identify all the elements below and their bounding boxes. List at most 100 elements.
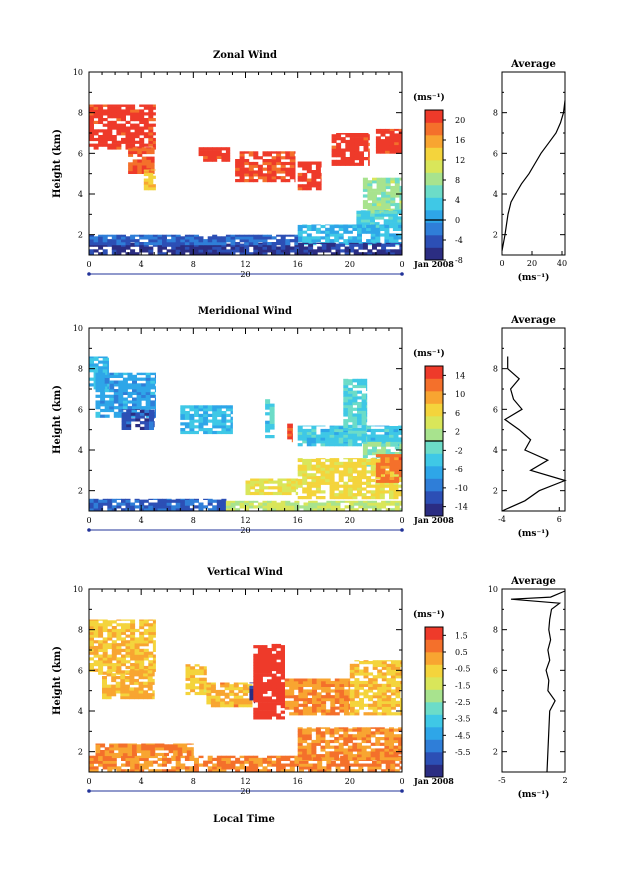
heatmap-cell: [262, 179, 268, 183]
heatmap-cell: [271, 685, 277, 689]
heatmap-cell: [370, 224, 376, 229]
heatmap-cell: [400, 686, 403, 690]
heatmap-cell: [247, 701, 253, 705]
heatmap-cell: [298, 703, 304, 707]
heatmap-cell: [122, 377, 128, 381]
heatmap-cell: [153, 421, 155, 425]
heatmap-cell: [347, 419, 353, 423]
heatmap-cell: [257, 679, 263, 683]
heatmap-cell: [315, 496, 321, 500]
heatmap-cell: [257, 676, 263, 680]
heatmap-cell: [385, 191, 391, 195]
heatmap-cell: [311, 745, 317, 749]
heatmap-cell: [152, 132, 156, 136]
heatmap-cell: [393, 428, 399, 433]
heatmap-cell: [253, 699, 259, 703]
heatmap-cell: [352, 436, 358, 440]
heatmap-cell: [111, 146, 117, 150]
heatmap-cell: [357, 461, 362, 465]
heatmap-cell: [145, 389, 151, 393]
heatmap-cell: [152, 690, 155, 694]
heatmap-cell: [394, 141, 400, 146]
heatmap-cell: [362, 202, 368, 207]
heatmap-cell: [148, 118, 154, 122]
heatmap-cell: [354, 695, 360, 699]
heatmap-cell: [357, 230, 362, 234]
heatmap-cell: [145, 743, 151, 745]
heatmap-cell: [230, 234, 236, 237]
heatmap-cell: [345, 157, 351, 161]
heatmap-cell: [345, 133, 351, 135]
heatmap-cell: [367, 505, 373, 509]
heatmap-cell: [152, 118, 156, 122]
heatmap-cell: [393, 493, 399, 497]
heatmap-cell: [109, 752, 115, 757]
heatmap-cell: [130, 106, 136, 110]
heatmap-cell: [139, 132, 145, 136]
heatmap-cell: [384, 437, 390, 441]
heatmap-cell: [102, 243, 108, 247]
heatmap-cell: [121, 426, 127, 430]
heatmap-cell: [271, 693, 277, 697]
heatmap-cell: [189, 499, 195, 503]
heatmap-cell: [262, 710, 268, 714]
heatmap-cell: [122, 386, 128, 390]
heatmap-cell: [381, 249, 387, 253]
heatmap-cell: [239, 179, 245, 183]
heatmap-cell: [145, 744, 151, 748]
x-tick-label: 12: [240, 777, 250, 786]
heatmap-cell: [359, 672, 364, 676]
heatmap-cell: [289, 769, 295, 773]
heatmap-cell: [109, 406, 115, 410]
heatmap-cell: [111, 673, 117, 677]
heatmap-cell: [381, 191, 387, 195]
heatmap-cell: [95, 400, 101, 404]
heatmap-cell: [175, 242, 181, 246]
heatmap-cell: [235, 249, 241, 253]
heatmap-cell: [107, 637, 113, 641]
heatmap-cell: [393, 496, 399, 500]
heatmap-cell: [295, 480, 299, 484]
heatmap-cell: [352, 384, 358, 389]
heatmap-cell: [271, 653, 277, 657]
heatmap-cell: [336, 159, 342, 163]
heatmap-cell: [276, 702, 282, 706]
heatmap-cell: [311, 476, 317, 480]
heatmap-cell: [235, 769, 241, 773]
heatmap-cell: [216, 239, 222, 243]
heatmap-cell: [257, 662, 263, 666]
heatmap-cell: [267, 679, 272, 683]
heatmap-cell: [89, 252, 94, 256]
heatmap-cell: [347, 493, 353, 497]
heatmap-cell: [349, 672, 355, 676]
heatmap-cell: [352, 236, 358, 240]
heatmap-cell: [329, 227, 335, 231]
heatmap-cell: [302, 167, 308, 171]
heatmap-cell: [325, 230, 331, 234]
heatmap-cell: [157, 757, 163, 761]
heatmap-cell: [352, 413, 358, 417]
heatmap-cell: [113, 747, 119, 751]
heatmap-cell: [98, 760, 104, 764]
heatmap-cell: [389, 431, 394, 435]
heatmap-cell: [271, 760, 277, 764]
heatmap-cell: [331, 137, 337, 141]
heatmap-cell: [262, 239, 268, 243]
heatmap-cell: [377, 663, 383, 667]
heatmap-cell: [372, 709, 378, 713]
heatmap-cell: [330, 703, 336, 707]
heatmap-cell: [125, 634, 131, 638]
heatmap-cell: [229, 701, 235, 705]
heatmap-cell: [334, 443, 340, 447]
heatmap-cell: [206, 698, 212, 702]
heatmap-cell: [307, 678, 313, 682]
average-frame: [501, 588, 566, 773]
heatmap-cell: [152, 648, 156, 652]
heatmap-cell: [89, 755, 94, 759]
heatmap-cell: [189, 428, 195, 432]
heatmap-cell: [121, 508, 126, 512]
heatmap-cell: [388, 216, 394, 220]
heatmap-cell: [394, 441, 400, 444]
heatmap-cell: [361, 757, 367, 761]
heatmap-cell: [89, 129, 94, 133]
